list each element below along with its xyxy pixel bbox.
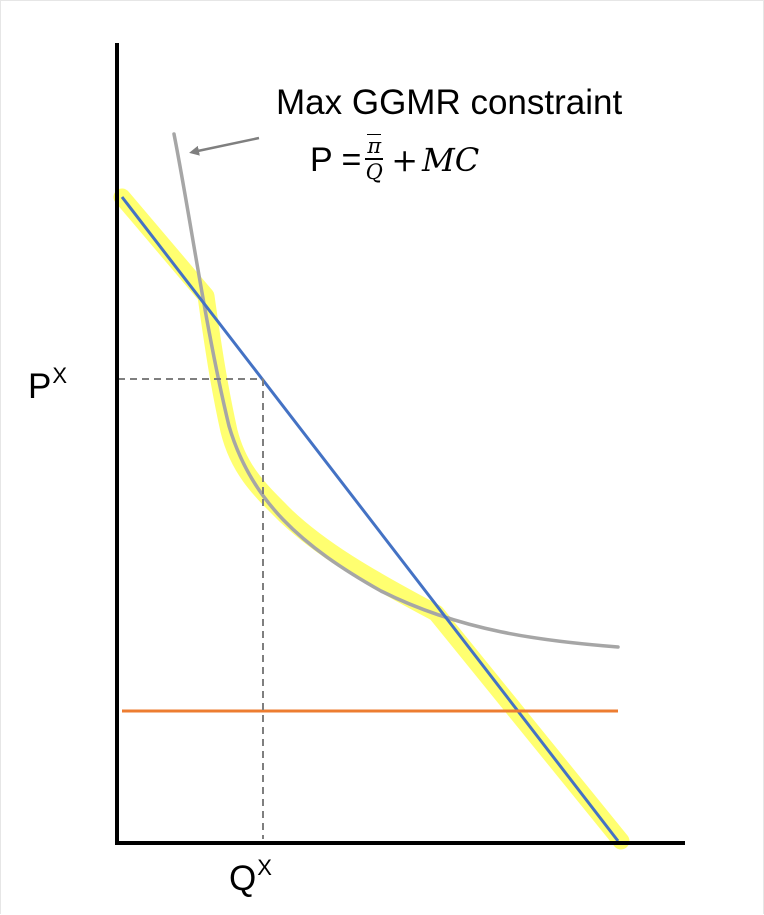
formula-lhs: P = — [310, 140, 362, 179]
formula-plus: + — [391, 140, 418, 179]
annotation-arrow — [189, 136, 260, 156]
price-axis-label: PX — [28, 365, 67, 406]
formula-denominator: Q — [365, 160, 383, 184]
price-label-text: P — [28, 367, 52, 406]
quantity-label-superscript: X — [257, 855, 272, 880]
formula-fraction: π Q — [365, 134, 384, 184]
demand-line — [120, 196, 620, 842]
formula-rhs: MC — [422, 140, 480, 179]
constraint-title: Max GGMR constraint — [276, 83, 623, 122]
constraint-formula: P = π Q + MC — [310, 134, 480, 184]
quantity-axis-label: QX — [229, 857, 272, 898]
price-label-superscript: X — [52, 363, 68, 388]
formula-numerator: π — [365, 134, 384, 160]
constraint-curve — [172, 132, 620, 649]
quantity-label-text: Q — [229, 859, 257, 898]
